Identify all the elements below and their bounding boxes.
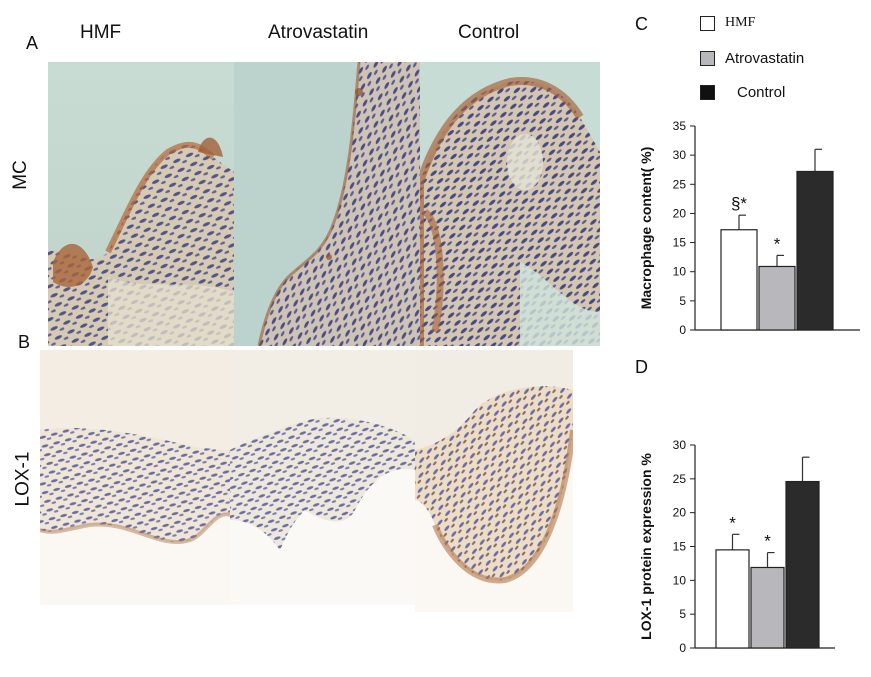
- chart-c-ytick-label: 25: [673, 177, 687, 191]
- chart-d-ytick-label: 20: [673, 506, 687, 520]
- chart-d-bar-control: [785, 480, 820, 649]
- column-header-control: Control: [458, 22, 520, 43]
- legend-item-hmf: HMF: [700, 15, 755, 31]
- chart-c-bar-hmf: [720, 229, 758, 331]
- legend-swatch-control: [700, 85, 715, 100]
- chart-c-y-axis-label: Macrophage content( %): [638, 147, 654, 310]
- chart-macrophage-content: 0 5 10 15 20 25 30 35 Macrophage content( %) §* *: [638, 119, 860, 337]
- chart-lox1-protein-expression: 0 5 10 15 20 25 30 LOX-1 protein expression % * *: [638, 438, 835, 655]
- legend-swatch-atrovastatin: [700, 51, 715, 66]
- chart-d-bar-hmf: [715, 549, 750, 649]
- chart-d-y-axis-label: LOX-1 protein expression %: [638, 453, 654, 640]
- chart-c-ytick-label: 0: [679, 323, 686, 337]
- row-header-mc: MC: [9, 160, 31, 190]
- micrograph-lox1-hmf: [40, 350, 230, 605]
- chart-d-significance-label: *: [729, 513, 736, 532]
- chart-d-ytick-label: 10: [673, 573, 687, 587]
- panel-label-a: A: [26, 33, 39, 53]
- chart-c-ytick-label: 35: [673, 119, 687, 133]
- chart-c-ytick-label: 10: [673, 265, 687, 279]
- legend-label-hmf: HMF: [725, 15, 756, 30]
- chart-c-significance-label: §*: [731, 194, 747, 213]
- chart-d-bar-atrovastatin: [750, 566, 785, 649]
- column-header-hmf: HMF: [80, 22, 122, 43]
- legend-label-control: Control: [737, 84, 786, 101]
- chart-c-bar-control: [796, 170, 834, 331]
- panel-label-d: D: [635, 357, 648, 377]
- chart-c-ytick-label: 15: [673, 236, 687, 250]
- micrograph-lox1-atrovastatin: [230, 350, 415, 605]
- chart-d-ytick-label: 25: [673, 472, 687, 486]
- legend-label-atrovastatin: Atrovastatin: [725, 50, 805, 67]
- chart-c-significance-label: *: [774, 234, 781, 253]
- chart-d-significance-label: *: [764, 532, 771, 551]
- chart-d-ytick-label: 15: [673, 540, 687, 554]
- micrograph-mc-hmf: [48, 62, 234, 346]
- legend-item-control: Control: [700, 84, 785, 101]
- panel-label-c: C: [635, 14, 648, 34]
- panel-label-b: B: [18, 332, 31, 352]
- column-header-atrovastatin: Atrovastatin: [268, 22, 369, 43]
- micrograph-mc-control: [420, 62, 600, 346]
- legend-item-atrovastatin: Atrovastatin: [700, 50, 804, 67]
- chart-c-bar-atrovastatin: [758, 265, 796, 331]
- micrograph-lox1-control: [415, 350, 573, 612]
- micrograph-mc-atrovastatin: [234, 62, 420, 346]
- chart-c-ytick-label: 5: [679, 294, 686, 308]
- chart-c-ytick-label: 30: [673, 148, 687, 162]
- legend-swatch-hmf: [700, 15, 715, 31]
- chart-d-ytick-label: 0: [679, 641, 686, 655]
- chart-d-ytick-label: 5: [679, 607, 686, 621]
- row-header-lox1: LOX-1: [12, 451, 34, 507]
- chart-d-ytick-label: 30: [673, 438, 687, 452]
- chart-c-ytick-label: 20: [673, 206, 687, 220]
